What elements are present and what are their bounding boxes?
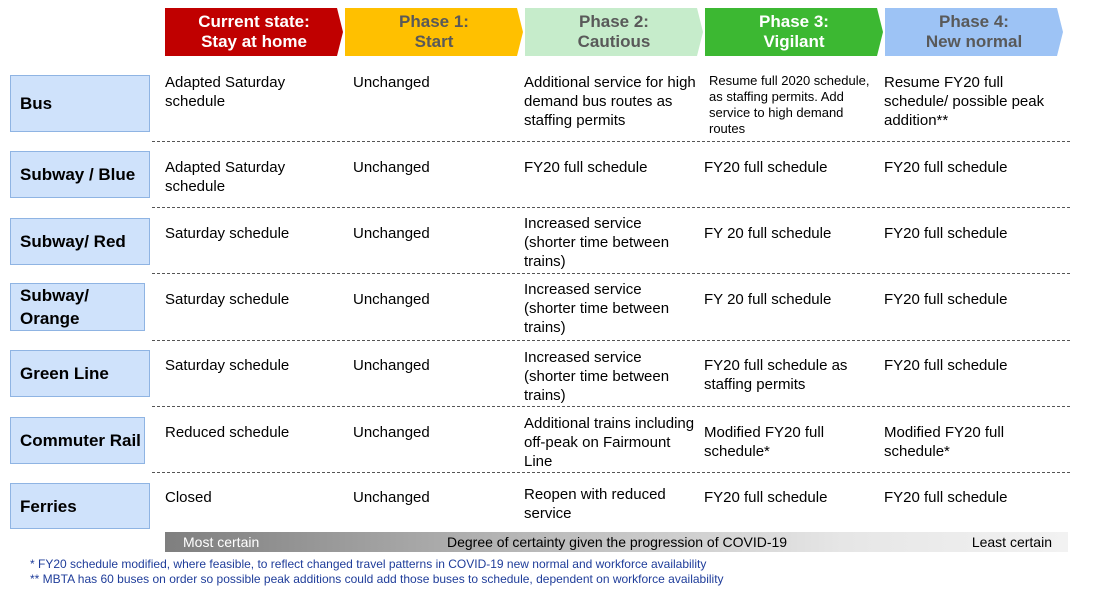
cell-phase1: Unchanged <box>353 159 430 176</box>
row-divider <box>152 273 1070 274</box>
phase-subtitle: Stay at home <box>201 32 307 51</box>
cell-current: Saturday schedule <box>165 225 290 242</box>
cell-phase3: FY20 full schedule as staffing permits <box>704 357 848 393</box>
cell-phase2: Increased service (shorter time between … <box>524 281 670 336</box>
cell-current: Saturday schedule <box>165 357 290 374</box>
certainty-bar: Most certain Degree of certainty given t… <box>165 532 1068 552</box>
row-label-subway-orange: Subway/ Orange <box>10 283 145 331</box>
cell-phase1: Unchanged <box>353 424 430 441</box>
certainty-left-label: Most certain <box>183 534 260 550</box>
phase-header-current: Current state: Stay at home <box>165 8 343 56</box>
cell-phase4: Resume FY20 full schedule/ possible peak… <box>884 74 1045 129</box>
cell-current: Reduced schedule <box>165 424 290 441</box>
cell-phase2: Reopen with reduced service <box>524 486 666 522</box>
row-divider <box>152 141 1070 142</box>
certainty-right-label: Least certain <box>971 534 1052 550</box>
cell-current: Saturday schedule <box>165 291 290 308</box>
row-label-bus: Bus <box>10 75 150 132</box>
cell-phase2: Additional trains including off-peak on … <box>524 415 695 470</box>
row-label-ferries: Ferries <box>10 483 150 529</box>
phase-subtitle: Cautious <box>577 32 651 51</box>
cell-phase2: Increased service (shorter time between … <box>524 215 670 270</box>
phase-header-3: Phase 3: Vigilant <box>705 8 883 56</box>
cell-phase1: Unchanged <box>353 489 430 506</box>
phase-header-1: Phase 1: Start <box>345 8 523 56</box>
cell-phase2: FY20 full schedule <box>524 159 648 176</box>
row-label-commuter-rail: Commuter Rail <box>10 417 145 464</box>
cell-phase3: FY 20 full schedule <box>704 291 832 308</box>
cell-phase4: FY20 full schedule <box>884 225 1008 242</box>
row-divider <box>152 406 1070 407</box>
cell-phase2: Increased service (shorter time between … <box>524 349 670 404</box>
phase-title: Current state: <box>198 12 310 31</box>
cell-phase1: Unchanged <box>353 291 430 308</box>
phase-title: Phase 3: <box>759 12 829 31</box>
cell-phase3: Resume full 2020 schedule, as staffing p… <box>709 73 870 136</box>
row-label-subway-blue: Subway / Blue <box>10 151 150 198</box>
phase-title: Phase 4: <box>939 12 1009 31</box>
cell-phase1: Unchanged <box>353 225 430 242</box>
row-divider <box>152 472 1070 473</box>
footnote-1: * FY20 schedule modified, where feasible… <box>30 557 707 571</box>
cell-phase3: FY20 full schedule <box>704 489 828 506</box>
cell-phase3: FY20 full schedule <box>704 159 828 176</box>
cell-phase4: FY20 full schedule <box>884 489 1008 506</box>
cell-current: Adapted Saturday schedule <box>165 159 286 195</box>
phase-subtitle: Start <box>414 32 454 51</box>
phase-header-4: Phase 4: New normal <box>885 8 1063 56</box>
cell-phase1: Unchanged <box>353 357 430 374</box>
row-label-green-line: Green Line <box>10 350 150 397</box>
cell-phase4: FY20 full schedule <box>884 357 1008 374</box>
cell-phase3: FY 20 full schedule <box>704 225 832 242</box>
row-label-subway-red: Subway/ Red <box>10 218 150 265</box>
cell-current: Adapted Saturday schedule <box>165 74 286 110</box>
phase-subtitle: Vigilant <box>763 32 825 51</box>
cell-phase4: Modified FY20 full schedule* <box>884 424 1005 460</box>
cell-current: Closed <box>165 489 212 506</box>
row-divider <box>152 207 1070 208</box>
footnote-2: ** MBTA has 60 buses on order so possibl… <box>30 572 724 586</box>
cell-phase1: Unchanged <box>353 74 430 91</box>
phase-subtitle: New normal <box>925 32 1023 51</box>
row-divider <box>152 340 1070 341</box>
phase-header-2: Phase 2: Cautious <box>525 8 703 56</box>
phase-title: Phase 2: <box>579 12 649 31</box>
cell-phase2: Additional service for high demand bus r… <box>524 74 696 129</box>
certainty-center-label: Degree of certainty given the progressio… <box>447 534 788 550</box>
phase-title: Phase 1: <box>399 12 469 31</box>
cell-phase4: FY20 full schedule <box>884 159 1008 176</box>
cell-phase4: FY20 full schedule <box>884 291 1008 308</box>
cell-phase3: Modified FY20 full schedule* <box>704 424 825 460</box>
